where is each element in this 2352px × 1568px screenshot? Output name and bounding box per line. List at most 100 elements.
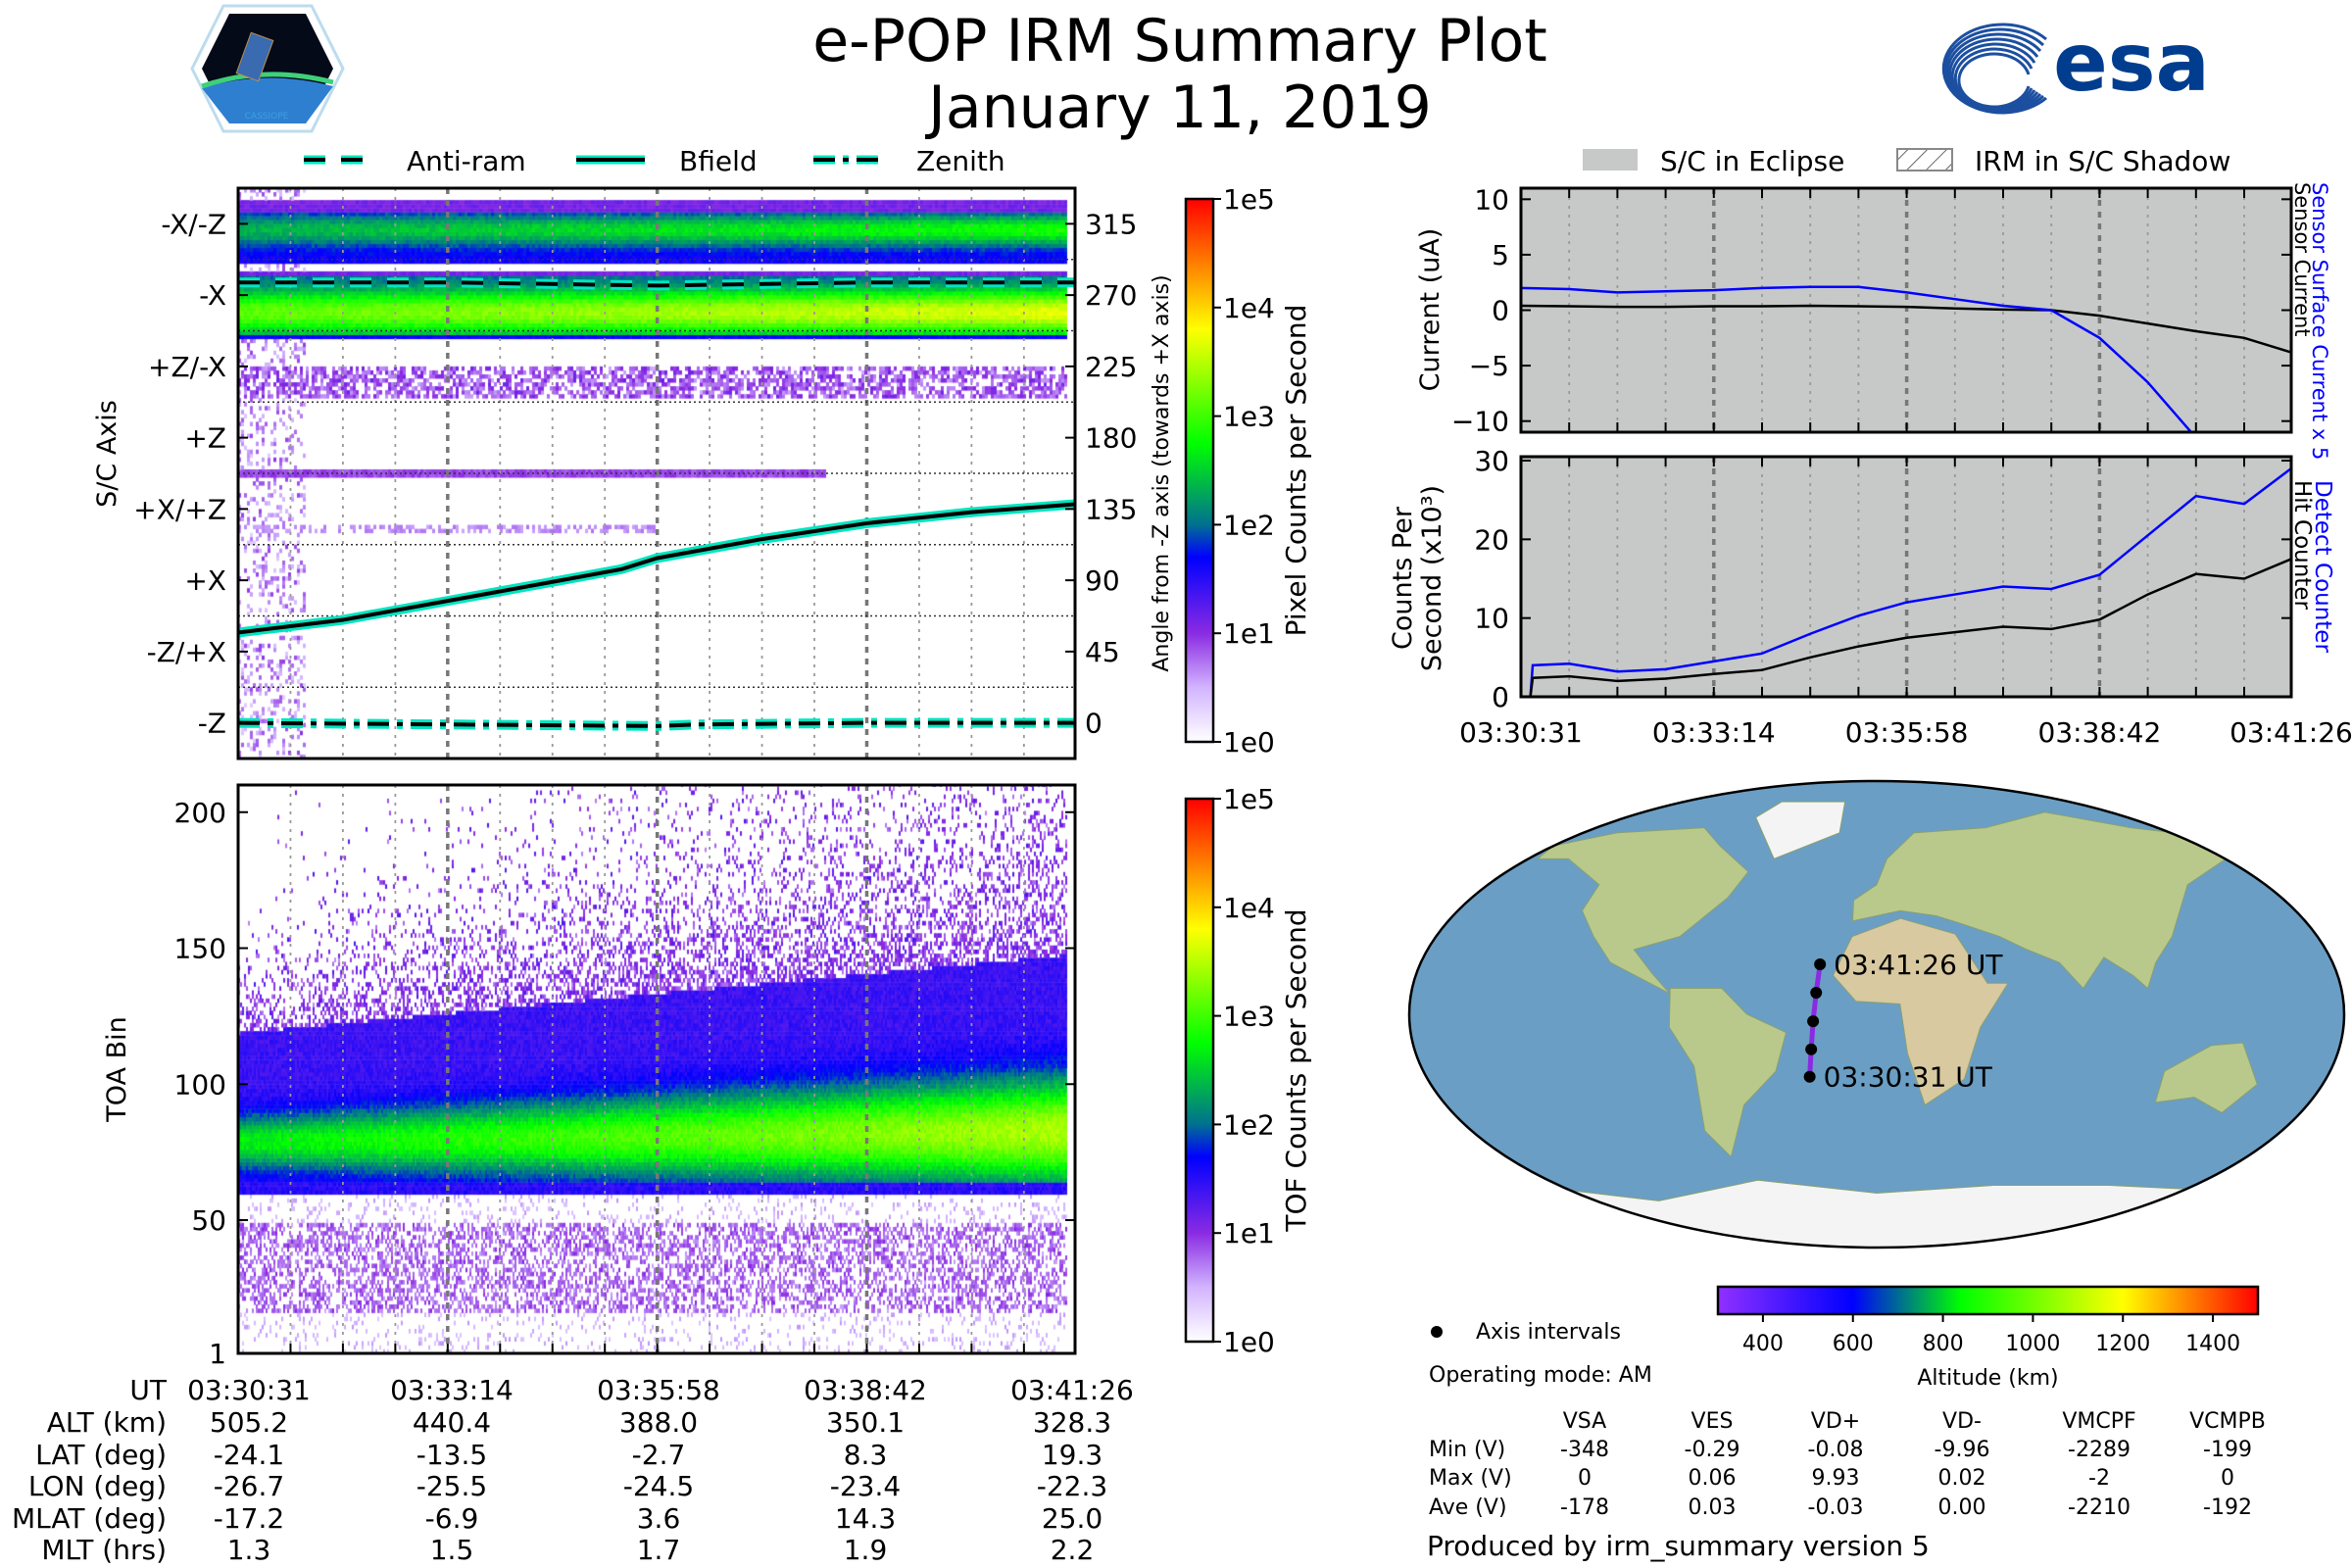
voltage-header: VES <box>1691 1409 1734 1434</box>
xtick-label: 03:30:31 <box>1459 716 1583 749</box>
xtick-label: 03:33:14 <box>1652 716 1776 749</box>
voltage-cell: 0.02 <box>1938 1466 1986 1491</box>
ytick-label-left: +Z/-X <box>148 351 226 383</box>
axis-interval-marker <box>1807 1015 1820 1028</box>
colorbar-tick-label: 1e0 <box>1223 726 1275 759</box>
altitude-colorbar <box>1716 1285 2260 1316</box>
orbit-row-label: LON (deg) <box>28 1470 167 1502</box>
track-end-label: 03:41:26 UT <box>1834 949 2003 981</box>
voltage-cell: 0.06 <box>1689 1466 1737 1491</box>
current-y-axis-label: Current (uA) <box>1415 228 1446 392</box>
ytick-label: 200 <box>174 797 226 829</box>
orbit-cell: -25.5 <box>416 1470 487 1502</box>
ytick-label-right: 270 <box>1085 279 1137 312</box>
orbit-cell: 350.1 <box>826 1406 905 1439</box>
ytick-label: −10 <box>1451 406 1509 438</box>
counts-series <box>1521 467 2292 699</box>
voltage-cell: -2210 <box>2068 1495 2131 1520</box>
legend-zenith: Zenith <box>813 145 1005 177</box>
voltage-cell: -0.08 <box>1808 1438 1864 1462</box>
series-sensor-current <box>1521 304 2291 354</box>
colorbar-tick-label: 600 <box>1833 1332 1874 1356</box>
voltage-header: VMCPF <box>2062 1409 2135 1434</box>
orbit-row-label: ALT (km) <box>47 1406 167 1439</box>
ytick-label: 30 <box>1474 445 1509 477</box>
orbit-cell: 440.4 <box>413 1406 491 1439</box>
voltage-header: VD- <box>1942 1409 1982 1434</box>
legend-label: Bfield <box>679 145 758 177</box>
orbit-cell: 328.3 <box>1033 1406 1111 1439</box>
continent-australia <box>2154 1042 2258 1114</box>
esa-logo-text: esa <box>2053 17 2210 110</box>
voltage-cell: -199 <box>2203 1438 2252 1462</box>
counts-right-label-blue: Detect Counter <box>2310 480 2335 653</box>
voltage-cell: -2289 <box>2068 1438 2131 1462</box>
voltage-cell: 9.93 <box>1812 1466 1860 1491</box>
colorbar-tick-label: 1200 <box>2095 1332 2150 1356</box>
axis-interval-marker <box>1814 957 1827 970</box>
orbit-cell: -13.5 <box>416 1439 487 1471</box>
counts-y-axis-label-2: Second (x10³) <box>1417 485 1447 671</box>
colorbar-tick-label: 1e4 <box>1223 892 1275 924</box>
colorbar-tick-label: 1e3 <box>1223 1001 1275 1033</box>
track-start-label: 03:30:31 UT <box>1824 1061 1993 1094</box>
colorbar-tick-label: 1e2 <box>1223 509 1275 541</box>
voltage-cell: 0.03 <box>1689 1495 1737 1520</box>
voltage-cell: -192 <box>2203 1495 2252 1520</box>
axis-interval-marker <box>1805 1043 1818 1055</box>
orbit-cell: 505.2 <box>210 1406 288 1439</box>
ytick-label: 20 <box>1474 523 1509 556</box>
page-title: e-POP IRM Summary Plot <box>812 7 1547 75</box>
orbit-cell: 03:30:31 <box>187 1374 311 1406</box>
ytick-label: 5 <box>1492 239 1509 271</box>
ytick-label: 0 <box>1492 295 1509 327</box>
orbit-cell: -24.1 <box>214 1439 284 1471</box>
voltage-cell: 0.00 <box>1938 1495 1986 1520</box>
ytick-label: 10 <box>1474 183 1509 216</box>
orbit-cell: 19.3 <box>1042 1439 1102 1471</box>
continent-south-america <box>1668 988 1788 1158</box>
orbit-cell: 1.5 <box>430 1534 474 1566</box>
orbit-cell: 03:41:26 <box>1010 1374 1134 1406</box>
pixel-colorbar <box>1184 197 1215 744</box>
legend-shadow: IRM in S/C Shadow <box>1896 145 2230 177</box>
ytick-label-right: 315 <box>1085 208 1137 240</box>
axis-interval-marker <box>1803 1070 1816 1083</box>
orbit-cell: -6.9 <box>425 1502 479 1535</box>
continent-greenland <box>1755 801 1846 859</box>
colorbar-tick-label: 1e5 <box>1223 183 1275 216</box>
voltage-cell: -178 <box>1560 1495 1609 1520</box>
esa-logo <box>1941 23 2047 115</box>
ytick-label-left: -X <box>199 279 226 312</box>
voltage-header: VSA <box>1563 1409 1606 1434</box>
ytick-label-left: -X/-Z <box>161 208 226 240</box>
current-right-label-blue: Sensor Surface Current x 5 <box>2308 182 2331 460</box>
colorbar-tick-label: 1e4 <box>1223 292 1275 324</box>
ytick-label-right: 135 <box>1085 493 1137 525</box>
ytick-label: −5 <box>1469 350 1509 382</box>
colorbar-tick-label: 1000 <box>2005 1332 2060 1356</box>
voltage-row-label: Min (V) <box>1429 1438 1505 1462</box>
ytick-label-right: 45 <box>1085 636 1120 668</box>
legend-eclipse: S/C in Eclipse <box>1583 145 1844 177</box>
orbit-cell: 03:38:42 <box>804 1374 927 1406</box>
orbit-cell: 1.3 <box>227 1534 271 1566</box>
orbit-cell: -17.2 <box>214 1502 284 1535</box>
series-detect-counter <box>1521 467 2292 699</box>
y-axis-label: TOA Bin <box>102 1016 132 1122</box>
cassiope-logo-text: CASSIOPE <box>245 112 289 122</box>
ytick-label: 50 <box>191 1204 226 1237</box>
operating-mode: Operating mode: AM <box>1429 1363 1652 1388</box>
colorbar-tick-label: 1400 <box>2185 1332 2240 1356</box>
xtick-label: 03:38:42 <box>2038 716 2162 749</box>
orbit-cell: 3.6 <box>637 1502 681 1535</box>
current-right-label-black: Sensor Current <box>2290 182 2314 337</box>
counts-y-axis-label: Counts Per <box>1388 506 1418 650</box>
legend-label: Zenith <box>916 145 1005 177</box>
orbit-row-label: MLT (hrs) <box>41 1534 167 1566</box>
voltage-cell: -2 <box>2088 1466 2110 1491</box>
orbit-cell: 03:33:14 <box>390 1374 514 1406</box>
orbit-cell: 25.0 <box>1042 1502 1102 1535</box>
xtick-label: 03:41:26 <box>2230 716 2352 749</box>
